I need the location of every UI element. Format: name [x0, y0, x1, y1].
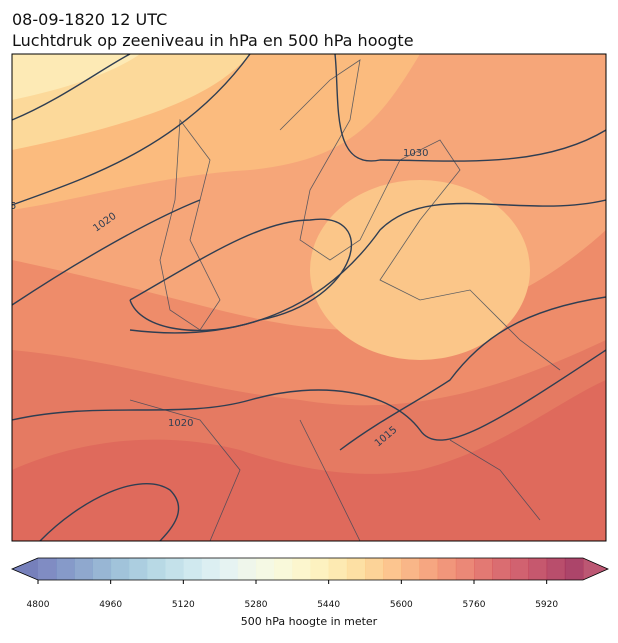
colorbar-bin	[274, 558, 293, 580]
colorbar-bin	[201, 558, 221, 580]
colorbar-bin	[528, 558, 548, 580]
title: Luchtdruk op zeeniveau in hPa en 500 hPa…	[12, 31, 414, 50]
map: 1030 1020 1020 1015 5	[10, 54, 606, 541]
isobar	[12, 199, 353, 332]
isobar	[339, 296, 606, 451]
colorbar-bin	[74, 558, 93, 580]
colorbar-tick-label: 5280	[245, 600, 268, 610]
colorbar-bin	[346, 558, 366, 580]
datetime: 08-09-1820 12 UTC	[12, 10, 167, 29]
colorbar-bin	[110, 558, 130, 580]
colorbar-bin	[310, 558, 330, 580]
contour-label: 1020	[168, 418, 193, 429]
colorbar-bin	[292, 558, 311, 580]
colorbar-bin	[128, 558, 148, 580]
field	[12, 380, 606, 541]
colorbar: 4800 4960 5120 5280 5440 5600 5760 5920	[10, 557, 609, 610]
colorbar-bin	[165, 558, 184, 580]
colorbar-outline	[10, 557, 609, 581]
contour-label: 1030	[403, 148, 428, 159]
colorbar-bin	[383, 558, 402, 580]
colorbar-bin	[38, 558, 57, 580]
map-frame	[11, 53, 607, 542]
colorbar-bin	[256, 558, 275, 580]
colorbar-bin	[437, 558, 457, 580]
isobar	[334, 54, 606, 162]
colorbar-label: 500 hPa hoogte in meter	[241, 615, 378, 628]
colorbar-extend	[583, 558, 608, 580]
colorbar-bin	[492, 558, 511, 580]
colorbar-bin	[455, 558, 475, 580]
isobar	[129, 199, 606, 334]
colorbar-bin	[401, 558, 420, 580]
coastline	[279, 59, 561, 371]
field	[310, 180, 530, 360]
colorbar-tick-label: 5600	[390, 600, 413, 610]
colorbar-tick-label: 4960	[99, 600, 122, 610]
colorbar-bin	[328, 558, 348, 580]
colorbar-bin	[419, 558, 439, 580]
colorbar-tick-label: 5760	[463, 600, 486, 610]
isobar	[12, 54, 251, 206]
colorbar-bin	[546, 558, 566, 580]
colorbar-bin	[147, 558, 166, 580]
isobar	[12, 54, 131, 121]
field	[12, 54, 140, 100]
contour-label: 5	[10, 201, 16, 212]
colorbar-bin	[564, 558, 584, 580]
colorbar-bin	[56, 558, 75, 580]
colorbar-bin	[237, 558, 257, 580]
colorbar-bin	[183, 558, 202, 580]
colorbar-tick-label: 5920	[535, 600, 558, 610]
colorbar-bin	[92, 558, 112, 580]
isobar	[12, 349, 606, 441]
colorbar-bin	[219, 558, 239, 580]
colorbar-tick-label: 5440	[317, 600, 340, 610]
isobar	[39, 482, 180, 541]
colorbar-bin	[365, 558, 384, 580]
colorbar-bin	[474, 558, 493, 580]
colorbar-tick-label: 4800	[27, 600, 50, 610]
colorbar-bin	[510, 558, 529, 580]
colorbar-tick-label: 5120	[172, 600, 195, 610]
colorbar-extend	[12, 558, 38, 580]
